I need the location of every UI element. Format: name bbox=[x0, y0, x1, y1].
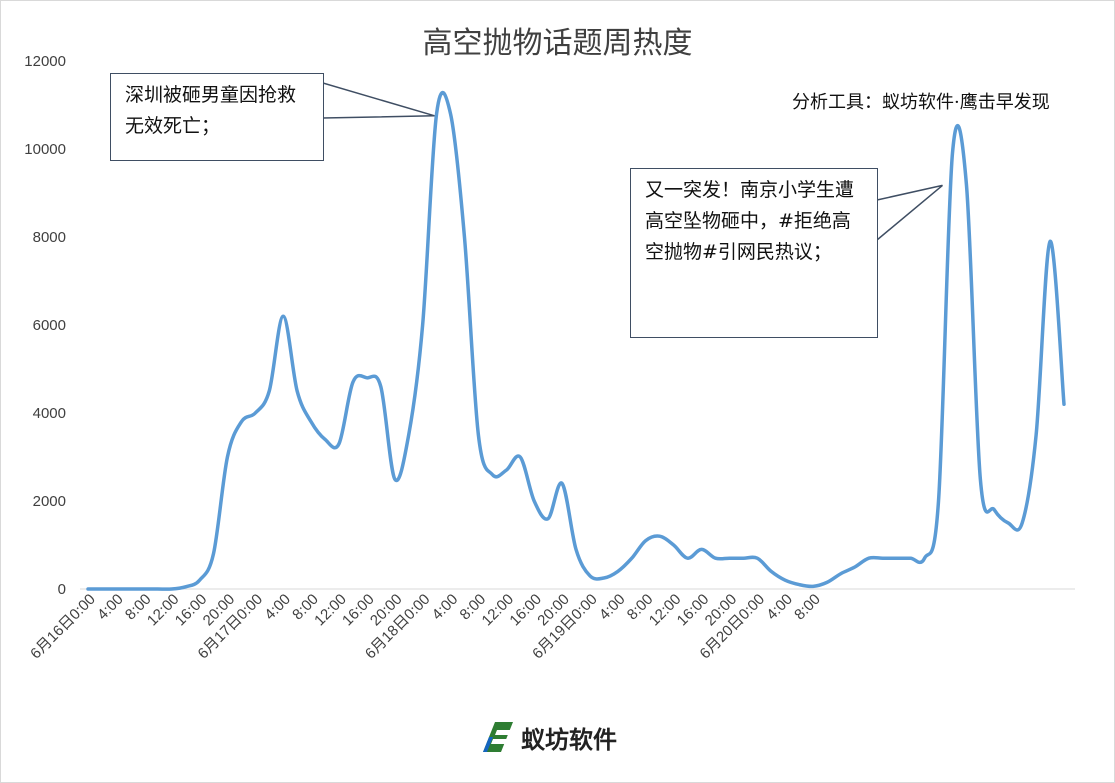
annotation-text-left: 深圳被砸男童因抢救无效死亡； bbox=[125, 84, 297, 137]
x-tick-label: 4:00 bbox=[763, 591, 796, 624]
brand-logo-icon bbox=[483, 722, 513, 752]
y-axis-ticks: 0 2000 4000 6000 8000 10000 12000 bbox=[24, 53, 66, 598]
y-tick-label: 6000 bbox=[33, 317, 66, 334]
callout-pointer-right bbox=[876, 184, 943, 242]
y-tick-label: 2000 bbox=[33, 493, 66, 510]
y-tick-label: 12000 bbox=[24, 53, 66, 70]
y-tick-label: 8000 bbox=[33, 229, 66, 246]
brand-logo: 蚁坊软件 bbox=[483, 719, 617, 755]
y-tick-label: 0 bbox=[58, 581, 66, 598]
annotation-callout-right: 又一突发！南京小学生遭高空坠物砸中，#拒绝高空抛物#引网民热议； bbox=[630, 168, 878, 338]
annotation-callout-left: 深圳被砸男童因抢救无效死亡； bbox=[110, 73, 324, 161]
series-line bbox=[86, 90, 1066, 591]
x-tick-label: 4:00 bbox=[261, 591, 294, 624]
x-tick-label: 4:00 bbox=[429, 591, 462, 624]
chart-title: 高空抛物话题周热度 bbox=[422, 26, 693, 61]
annotation-text-right: 又一突发！南京小学生遭高空坠物砸中，#拒绝高空抛物#引网民热议； bbox=[645, 179, 855, 263]
callout-pointer-left bbox=[322, 81, 435, 119]
brand-name: 蚁坊软件 bbox=[521, 725, 617, 754]
y-tick-label: 4000 bbox=[33, 405, 66, 422]
y-tick-label: 10000 bbox=[24, 141, 66, 158]
x-tick-label: 6月16日0:00 bbox=[27, 591, 99, 663]
source-note: 分析工具：蚁坊软件·鹰击早发现 bbox=[792, 92, 1050, 113]
x-tick-label: 8:00 bbox=[791, 591, 824, 624]
x-axis-ticks: 6月16日0:004:008:0012:0016:0020:006月17日0:0… bbox=[27, 591, 824, 663]
x-tick-label: 4:00 bbox=[94, 591, 127, 624]
x-tick-label: 4:00 bbox=[596, 591, 629, 624]
